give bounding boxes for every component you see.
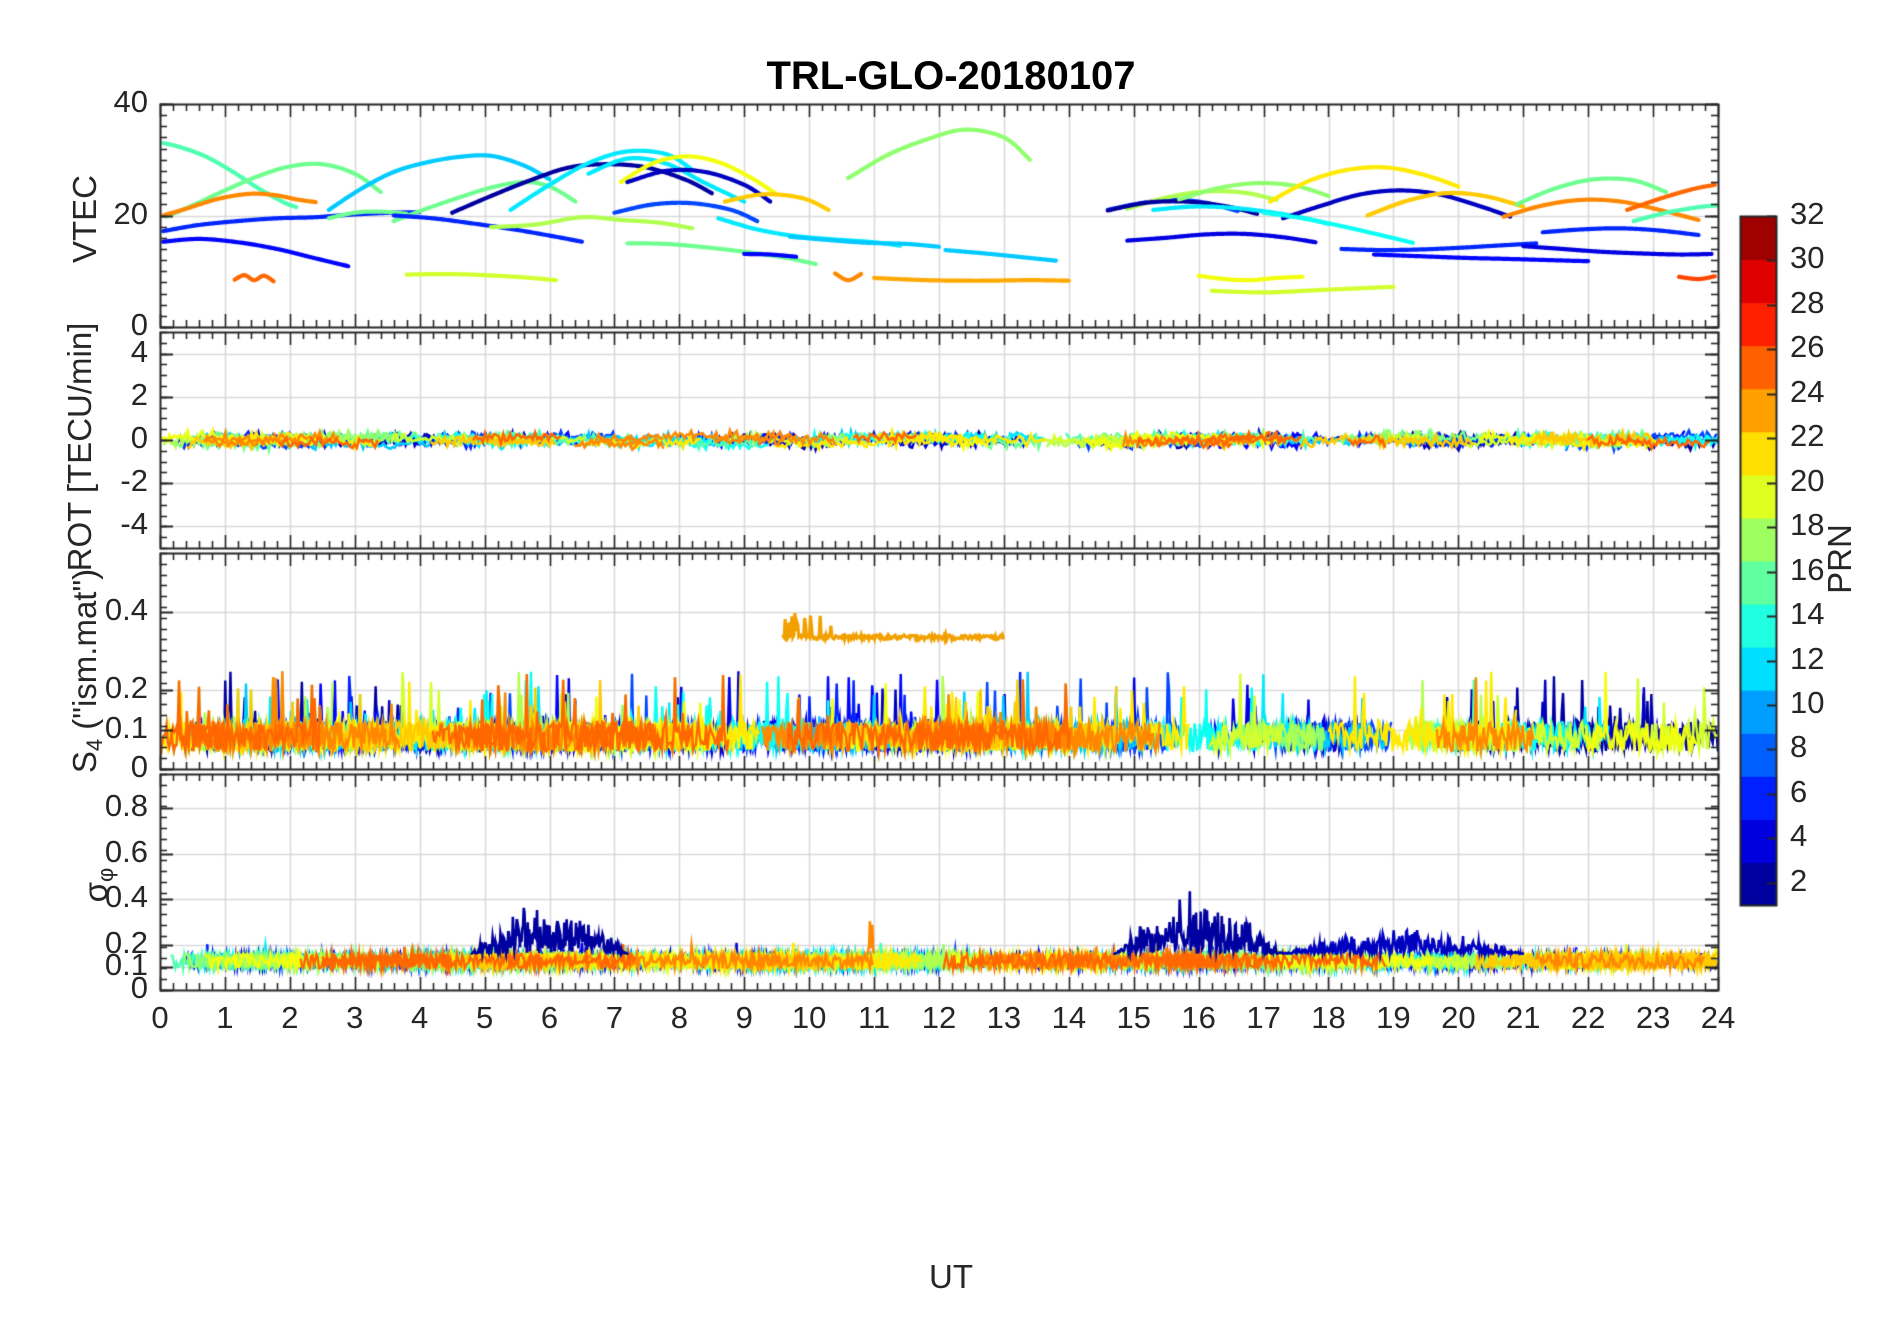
colorbar-tick-5: 12 [1790, 640, 1825, 676]
sigma_phi-ytick-5: 0.8 [104, 788, 148, 824]
x-tick-11: 11 [857, 1000, 891, 1035]
x-tick-15: 15 [1116, 1000, 1151, 1035]
x-tick-22: 22 [1570, 1000, 1606, 1035]
x-tick-8: 8 [670, 1000, 688, 1035]
colorbar-tick-8: 18 [1790, 507, 1825, 543]
x-tick-21: 21 [1506, 1000, 1541, 1035]
rot-ytick-2: 0 [130, 420, 148, 455]
colorbar-tick-14: 30 [1790, 240, 1825, 276]
x-tick-16: 16 [1181, 1000, 1216, 1035]
colorbar-tick-10: 22 [1790, 418, 1825, 454]
rot-ytick-3: 2 [130, 376, 148, 412]
x-axis-label: UT [929, 1258, 973, 1295]
x-tick-13: 13 [986, 1000, 1022, 1035]
x-tick-9: 9 [735, 1000, 753, 1035]
x-tick-14: 14 [1051, 1000, 1087, 1035]
colorbar-tick-4: 10 [1790, 684, 1825, 720]
colorbar-tick-13: 28 [1790, 284, 1825, 320]
x-tick-12: 12 [921, 1000, 957, 1035]
s4-ytick-0: 0 [130, 749, 148, 784]
x-tick-23: 23 [1635, 1000, 1671, 1035]
x-tick-10: 10 [791, 1000, 827, 1035]
sigma_phi-ytick-3: 0.4 [104, 879, 148, 915]
s4-ytick-3: 0.4 [104, 591, 148, 627]
x-tick-6: 6 [540, 1000, 559, 1035]
x-tick-18: 18 [1311, 1000, 1346, 1035]
colorbar-tick-7: 16 [1790, 551, 1825, 587]
vtec-ytick-2: 40 [113, 84, 148, 119]
colorbar-tick-12: 26 [1790, 329, 1825, 365]
colorbar-tick-2: 6 [1790, 773, 1808, 809]
colorbar-tick-15: 32 [1790, 196, 1825, 231]
x-tick-1: 1 [216, 1000, 234, 1035]
s4-ytick-1: 0.1 [104, 709, 148, 745]
vtec-ytick-0: 0 [130, 307, 148, 342]
x-tick-24: 24 [1700, 1000, 1736, 1035]
rot-ytick-0: -4 [120, 506, 148, 542]
rot-ytick-1: -2 [120, 463, 148, 499]
colorbar-tick-6: 14 [1790, 596, 1825, 632]
page-title: TRL-GLO-20180107 [766, 54, 1136, 98]
sigma_phi-ytick-4: 0.6 [104, 833, 148, 869]
x-tick-7: 7 [605, 1000, 624, 1035]
x-tick-17: 17 [1246, 1000, 1281, 1035]
colorbar-tick-0: 2 [1790, 862, 1808, 898]
vtec-ytick-1: 20 [113, 195, 148, 231]
x-tick-4: 4 [411, 1000, 429, 1035]
x-tick-5: 5 [475, 1000, 494, 1035]
sigma_phi-ytick-0: 0 [130, 970, 148, 1005]
rot-ytick-4: 4 [130, 333, 148, 369]
sigma_phi-ytick-2: 0.2 [104, 924, 148, 960]
colorbar-tick-1: 4 [1790, 818, 1808, 854]
x-tick-3: 3 [346, 1000, 364, 1035]
x-tick-20: 20 [1441, 1000, 1476, 1035]
colorbar-tick-9: 20 [1790, 462, 1825, 498]
colorbar-tick-11: 24 [1790, 373, 1825, 409]
colorbar-tick-3: 8 [1790, 729, 1808, 765]
sigma_phi-ytick-1: 0.1 [104, 947, 148, 983]
x-tick-0: 0 [151, 1000, 169, 1035]
s4-ytick-2: 0.2 [104, 670, 148, 706]
x-tick-19: 19 [1376, 1000, 1411, 1035]
x-tick-2: 2 [281, 1000, 299, 1035]
